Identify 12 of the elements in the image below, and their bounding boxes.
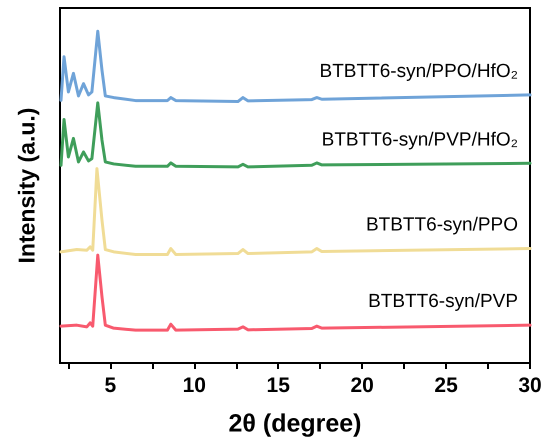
series-label: BTBTT6-syn/PPO/HfO₂ <box>320 60 518 82</box>
series-label: BTBTT6-syn/PVP <box>368 291 518 312</box>
series-label: BTBTT6-syn/PVP/HfO₂ <box>322 129 518 150</box>
x-tick-label: 10 <box>182 374 206 397</box>
x-tick-label: 25 <box>434 374 458 397</box>
x-tick-label: 15 <box>266 374 290 397</box>
x-tick-label: 30 <box>518 374 542 397</box>
x-tick-label: 5 <box>104 374 117 397</box>
y-axis-title: Intensity (a.u.) <box>14 108 40 264</box>
series-label: BTBTT6-syn/PPO <box>366 214 518 236</box>
x-axis-title: 2θ (degree) <box>228 410 362 438</box>
x-tick-label: 20 <box>350 374 374 397</box>
